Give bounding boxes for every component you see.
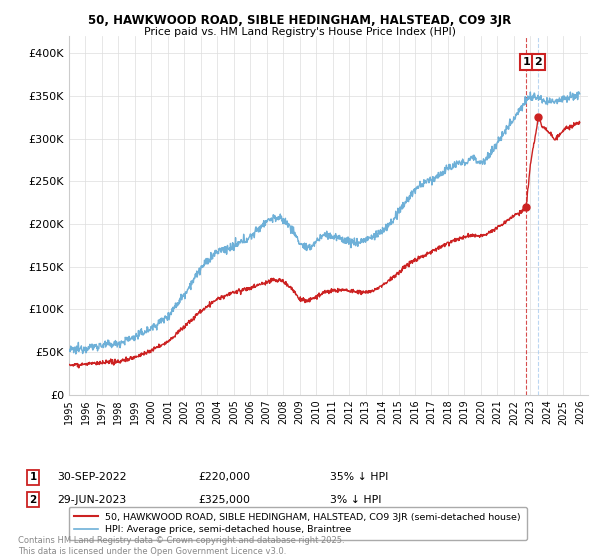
Text: £220,000: £220,000 bbox=[198, 472, 250, 482]
Text: 35% ↓ HPI: 35% ↓ HPI bbox=[330, 472, 388, 482]
Text: Contains HM Land Registry data © Crown copyright and database right 2025.
This d: Contains HM Land Registry data © Crown c… bbox=[18, 536, 344, 556]
Text: 1: 1 bbox=[29, 472, 37, 482]
Text: £325,000: £325,000 bbox=[198, 494, 250, 505]
Legend: 50, HAWKWOOD ROAD, SIBLE HEDINGHAM, HALSTEAD, CO9 3JR (semi-detached house), HPI: 50, HAWKWOOD ROAD, SIBLE HEDINGHAM, HALS… bbox=[68, 507, 527, 540]
Text: 3% ↓ HPI: 3% ↓ HPI bbox=[330, 494, 382, 505]
Text: 2: 2 bbox=[535, 57, 542, 67]
Text: 2: 2 bbox=[29, 494, 37, 505]
Text: 1: 1 bbox=[523, 57, 530, 67]
Text: Price paid vs. HM Land Registry's House Price Index (HPI): Price paid vs. HM Land Registry's House … bbox=[144, 27, 456, 37]
Text: 30-SEP-2022: 30-SEP-2022 bbox=[57, 472, 127, 482]
Text: 50, HAWKWOOD ROAD, SIBLE HEDINGHAM, HALSTEAD, CO9 3JR: 50, HAWKWOOD ROAD, SIBLE HEDINGHAM, HALS… bbox=[88, 14, 512, 27]
Text: 29-JUN-2023: 29-JUN-2023 bbox=[57, 494, 126, 505]
